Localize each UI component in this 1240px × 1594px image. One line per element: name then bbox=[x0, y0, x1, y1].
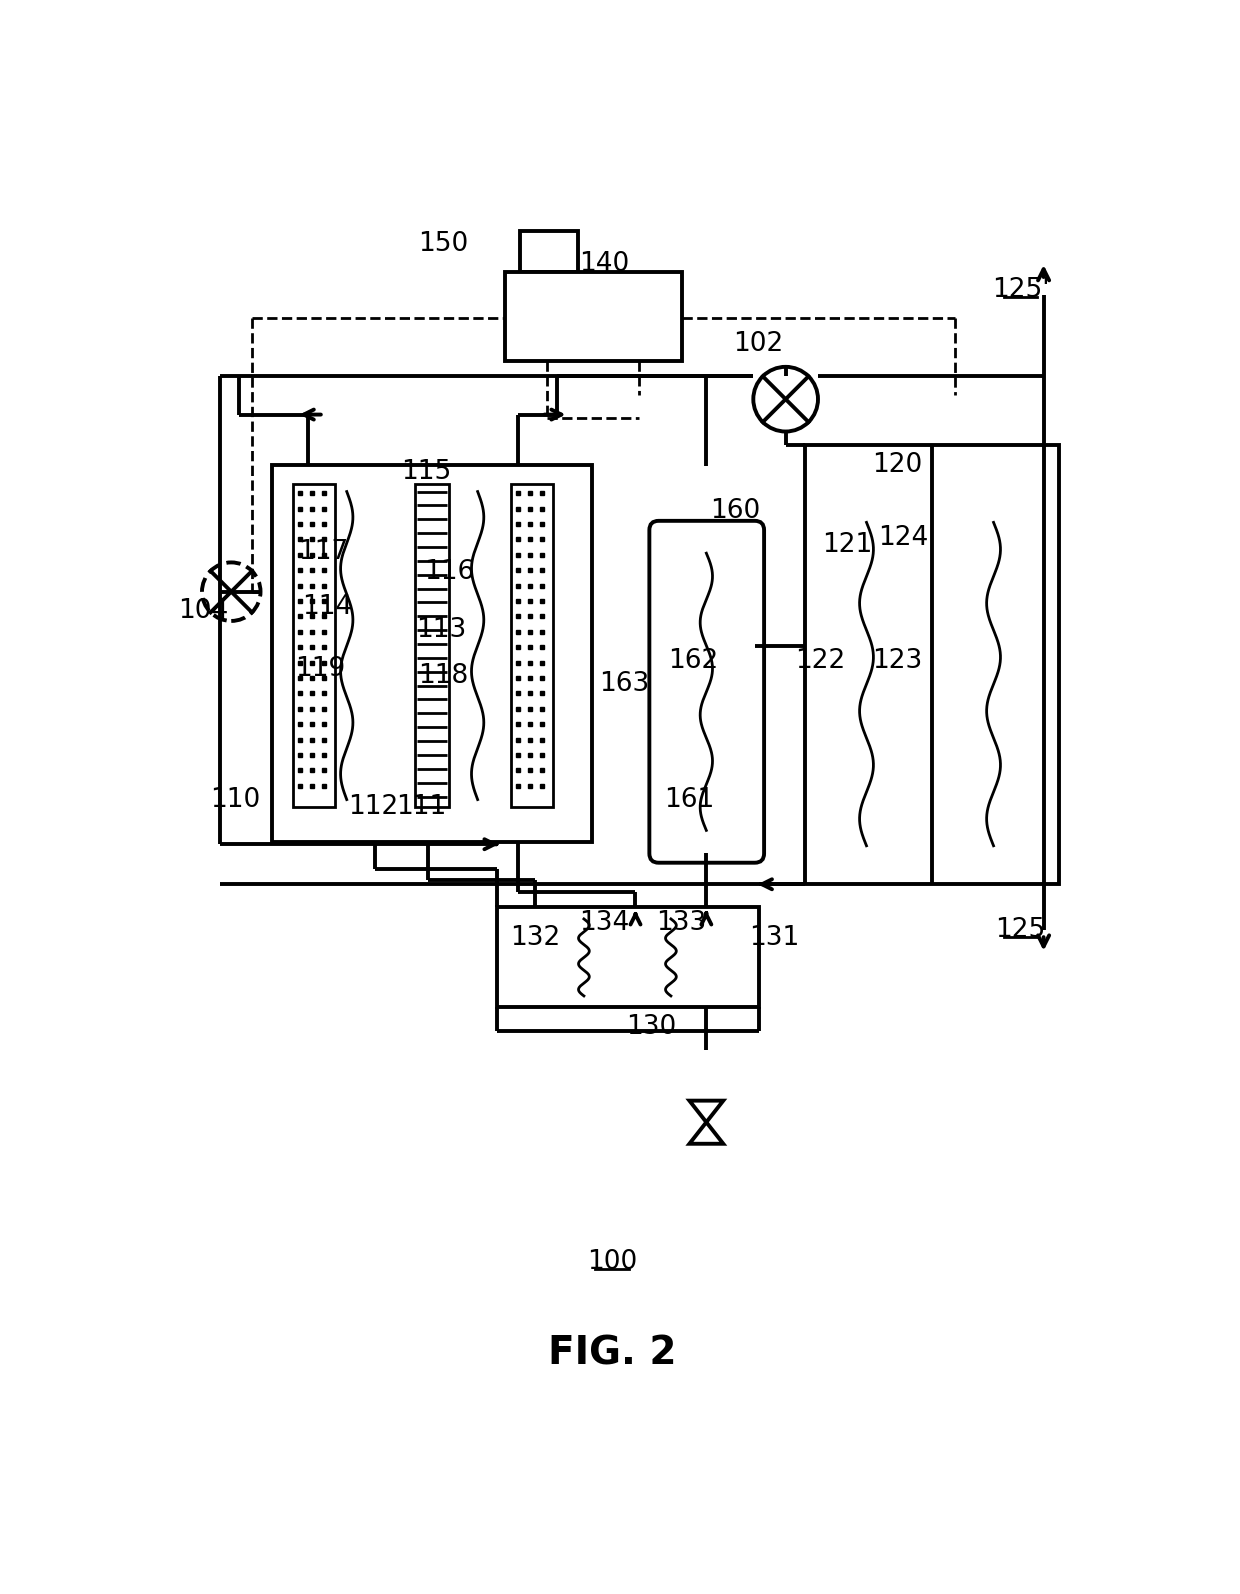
Text: 121: 121 bbox=[822, 532, 873, 558]
Text: 161: 161 bbox=[665, 786, 714, 813]
Text: 119: 119 bbox=[295, 655, 345, 682]
Text: 113: 113 bbox=[417, 617, 466, 644]
Bar bbox=[272, 464, 591, 842]
Text: 140: 140 bbox=[579, 252, 630, 277]
Text: 133: 133 bbox=[656, 910, 707, 936]
Text: 120: 120 bbox=[872, 451, 923, 478]
Text: 100: 100 bbox=[588, 1248, 637, 1275]
Text: 116: 116 bbox=[424, 559, 474, 585]
Text: FIG. 2: FIG. 2 bbox=[548, 1336, 677, 1372]
Text: 102: 102 bbox=[734, 330, 784, 357]
Text: 112: 112 bbox=[348, 794, 399, 821]
Text: 111: 111 bbox=[397, 794, 446, 821]
Text: 115: 115 bbox=[401, 459, 451, 485]
Text: 130: 130 bbox=[626, 1014, 676, 1039]
Bar bbox=[414, 485, 449, 807]
Text: 131: 131 bbox=[749, 925, 800, 952]
Bar bbox=[520, 231, 578, 273]
Text: 124: 124 bbox=[878, 524, 929, 552]
Bar bbox=[293, 485, 335, 807]
Bar bbox=[505, 273, 682, 360]
Text: 104: 104 bbox=[177, 598, 228, 623]
FancyBboxPatch shape bbox=[650, 521, 764, 862]
Text: 123: 123 bbox=[872, 649, 923, 674]
Text: 150: 150 bbox=[418, 231, 469, 257]
Text: 160: 160 bbox=[711, 497, 760, 524]
Text: 134: 134 bbox=[579, 910, 630, 936]
Text: 162: 162 bbox=[668, 649, 718, 674]
Text: 118: 118 bbox=[418, 663, 469, 689]
Text: 125: 125 bbox=[996, 918, 1045, 944]
Bar bbox=[805, 445, 1059, 885]
Text: 114: 114 bbox=[303, 595, 352, 620]
Text: 122: 122 bbox=[795, 649, 846, 674]
Text: 110: 110 bbox=[210, 786, 260, 813]
Bar bbox=[511, 485, 553, 807]
Text: 163: 163 bbox=[599, 671, 649, 697]
Bar bbox=[497, 907, 759, 1007]
Text: 117: 117 bbox=[298, 539, 348, 564]
Text: 125': 125' bbox=[992, 277, 1049, 303]
Text: 132: 132 bbox=[511, 925, 560, 952]
